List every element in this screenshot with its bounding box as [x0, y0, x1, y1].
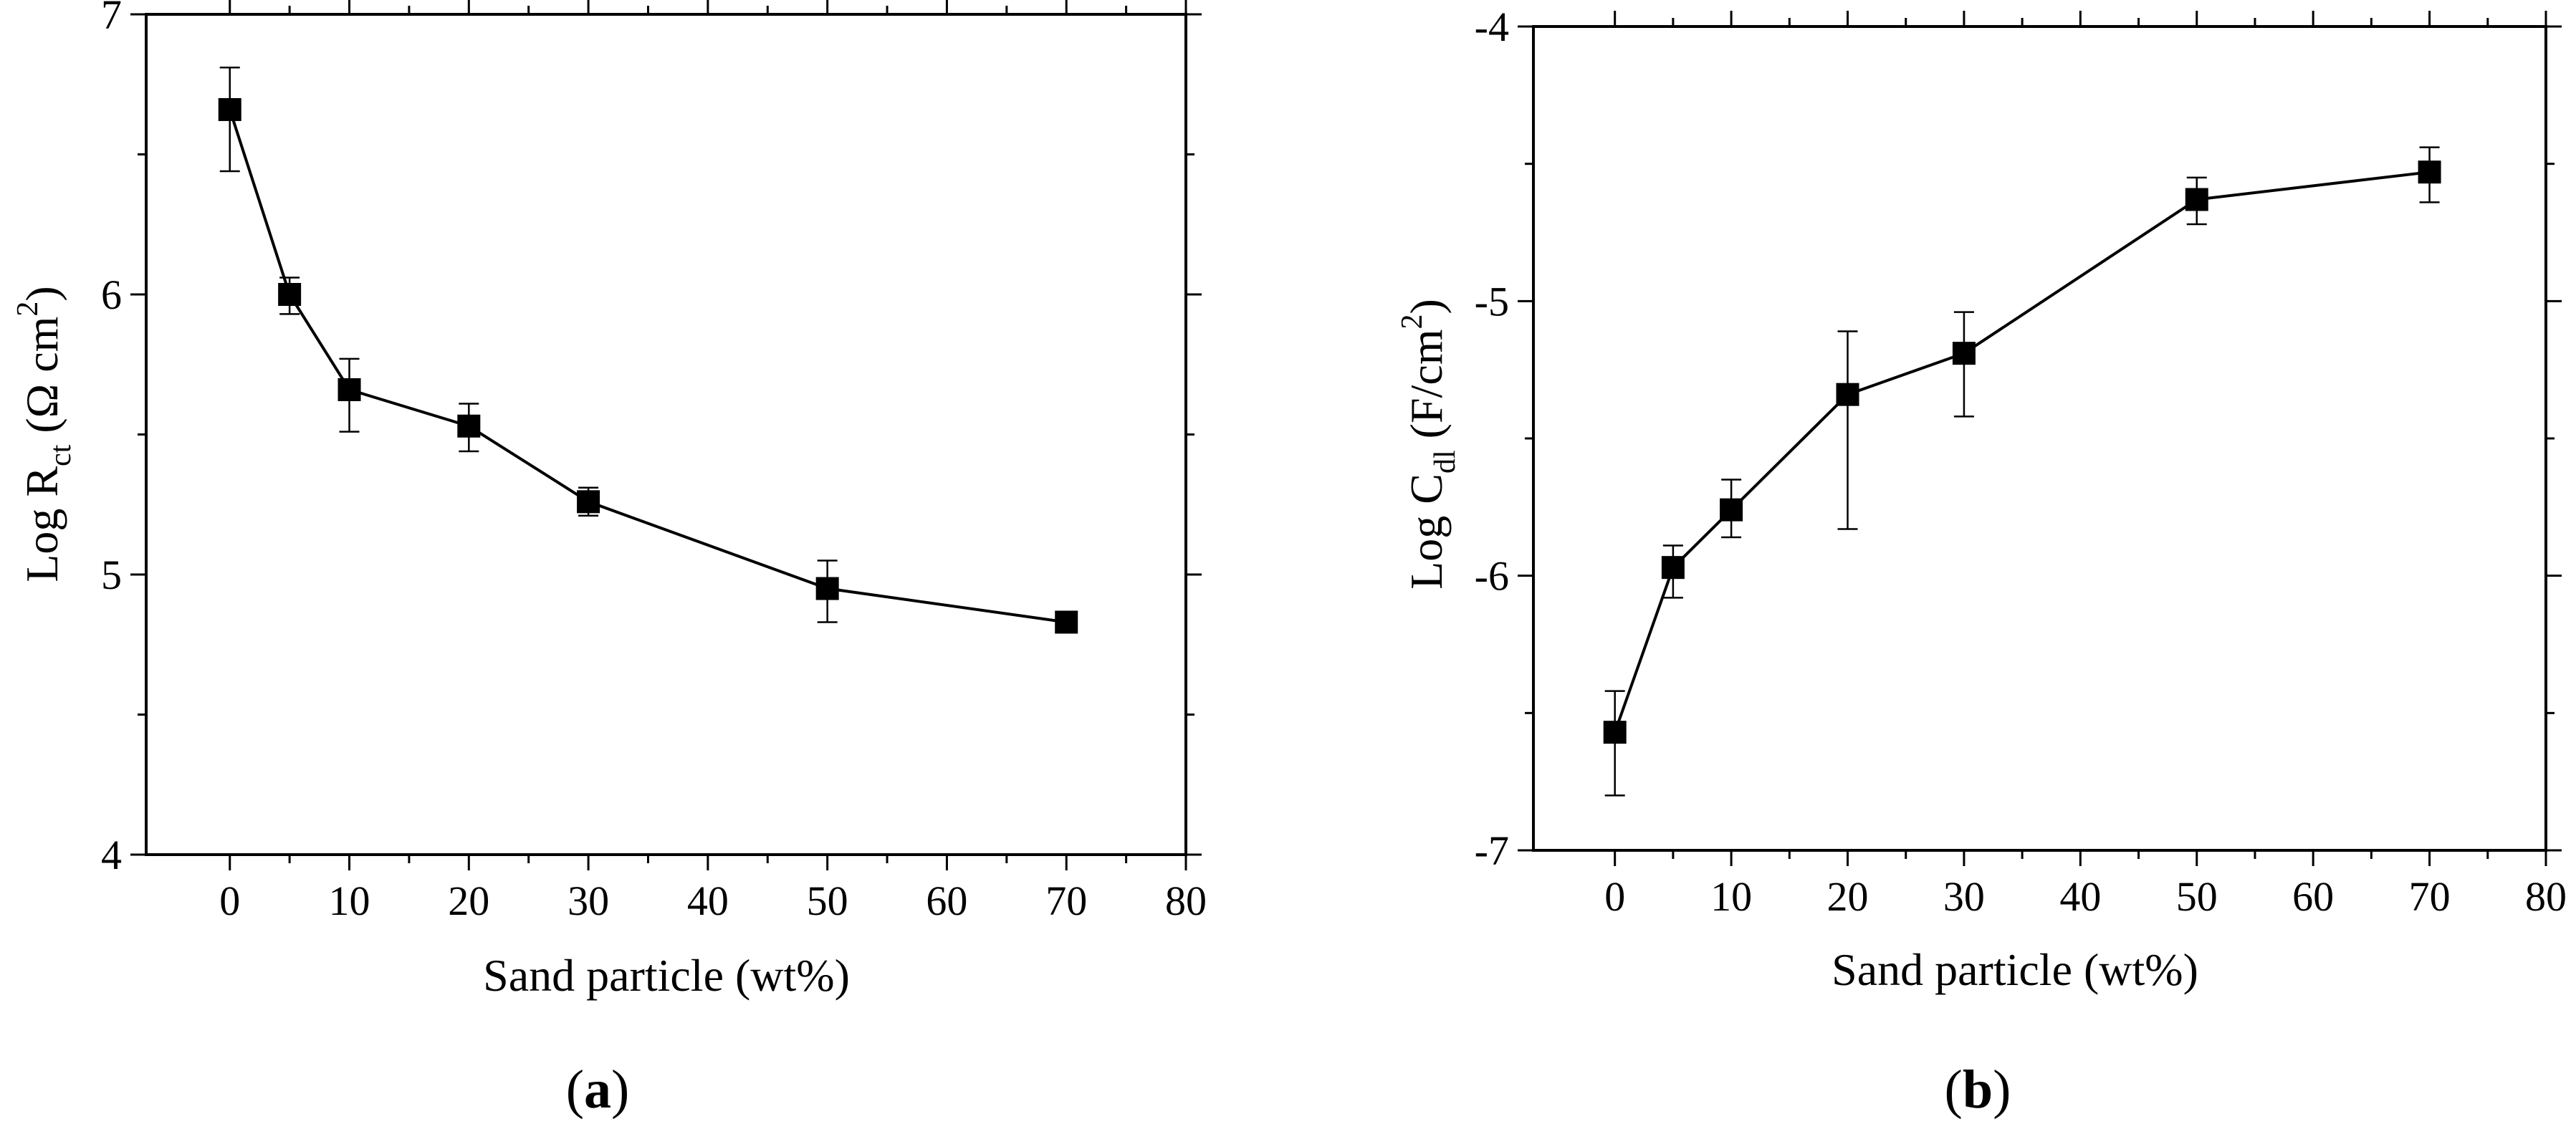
x-tick-label-b-30: 30 [1943, 873, 1985, 920]
panel-label-open-b: ( [1945, 1060, 1963, 1120]
tick-labels-b: 0 10 20 30 40 50 60 70 80 -7 -6 -5 -4 [1475, 4, 2567, 920]
y-tick-label-b-1: -6 [1475, 553, 1509, 600]
y-axis-label-close-b: ) [1401, 299, 1452, 314]
y-axis-label-b: Log Cdl (F/cm2) [1396, 299, 1462, 590]
y-axis-label-main-b: Log C [1401, 474, 1452, 590]
panel-b: 0 10 20 30 40 50 60 70 80 -7 -6 -5 -4 Sand particle … [1396, 4, 2567, 1120]
data-point-b-5 [2185, 188, 2208, 211]
x-tick-label-a-0: 0 [219, 878, 240, 924]
x-tick-label-b-60: 60 [2292, 873, 2334, 920]
y-axis-label-sub-a: ct [44, 444, 77, 466]
data-point-a-3 [457, 414, 481, 438]
series-line-b [1613, 170, 2430, 733]
data-point-b-3 [1836, 383, 1859, 406]
panel-label-open-a: ( [566, 1060, 584, 1120]
y-tick-label-b-3: -4 [1475, 4, 1509, 50]
x-axis-label-a: Sand particle (wt%) [483, 950, 850, 1001]
y-axis-label-sup-a: 2 [11, 302, 44, 317]
data-point-b-4 [1952, 342, 1976, 365]
x-tick-label-a-40: 40 [687, 878, 729, 924]
x-tick-label-a-80: 80 [1165, 878, 1207, 924]
y-axis-label-unit-a: (Ω cm [16, 317, 67, 445]
x-axis-label-b: Sand particle (wt%) [1832, 944, 2198, 995]
panel-label-close-a: ) [611, 1060, 629, 1120]
panel-label-letter-b: b [1963, 1060, 1993, 1120]
data-point-a-1 [278, 283, 302, 306]
y-tick-label-b-2: -5 [1475, 278, 1509, 325]
y-axis-label-unit-b: (F/cm [1401, 329, 1452, 450]
y-axis-label-sub-b: dl [1429, 450, 1462, 474]
y-axis-label-close-a: ) [16, 286, 67, 301]
data-point-a-6 [1055, 610, 1078, 634]
data-point-b-6 [2418, 160, 2441, 184]
panel-label-close-b: ) [1993, 1060, 2011, 1120]
x-tick-label-a-70: 70 [1045, 878, 1087, 924]
plot-frame-b [1532, 25, 2547, 852]
series-line-a [228, 109, 1067, 624]
x-tick-label-a-10: 10 [329, 878, 370, 924]
panel-label-a: (a) [566, 1060, 630, 1120]
panel-label-b: (b) [1945, 1060, 2011, 1120]
data-point-a-2 [337, 378, 361, 401]
x-tick-label-b-40: 40 [2059, 873, 2101, 920]
x-tick-label-b-20: 20 [1827, 873, 1869, 920]
x-tick-label-b-50: 50 [2176, 873, 2218, 920]
y-tick-label-b-0: -7 [1475, 827, 1509, 874]
data-point-a-0 [218, 97, 241, 121]
markers-b [1603, 160, 2441, 744]
x-tick-label-b-80: 80 [2525, 873, 2567, 920]
y-axis-label-sup-b: 2 [1396, 314, 1429, 329]
plot-frame-a [145, 13, 1187, 856]
x-tick-label-b-70: 70 [2409, 873, 2451, 920]
data-point-b-1 [1661, 556, 1685, 580]
x-tick-label-a-50: 50 [807, 878, 848, 924]
x-tick-label-a-60: 60 [926, 878, 967, 924]
y-axis-label-main-a: Log R [16, 466, 67, 582]
data-point-a-4 [577, 490, 600, 514]
y-tick-label-a-2: 6 [101, 272, 122, 318]
y-tick-label-a-0: 4 [101, 832, 122, 878]
x-tick-label-a-20: 20 [448, 878, 489, 924]
panel-a: 0 10 20 30 40 50 60 70 80 4 5 6 7 Sand particle (wt%… [11, 0, 1207, 1120]
data-point-b-2 [1720, 498, 1743, 522]
y-tick-label-a-1: 5 [101, 552, 122, 598]
x-tick-label-a-30: 30 [568, 878, 609, 924]
error-bars-a [219, 67, 838, 623]
ticks-b [1518, 11, 2562, 866]
data-point-a-5 [815, 577, 839, 600]
markers-a [218, 97, 1078, 634]
error-bars-b [1604, 146, 2440, 797]
tick-labels-a: 0 10 20 30 40 50 60 70 80 4 5 6 7 [101, 0, 1207, 924]
y-tick-label-a-3: 7 [101, 0, 122, 38]
y-axis-label-a: Log Rct (Ω cm2) [11, 286, 77, 582]
ticks-a [130, 0, 1202, 870]
panel-label-letter-a: a [584, 1060, 611, 1120]
data-point-b-0 [1603, 721, 1627, 744]
x-tick-label-b-0: 0 [1604, 873, 1625, 920]
x-tick-label-b-10: 10 [1710, 873, 1752, 920]
